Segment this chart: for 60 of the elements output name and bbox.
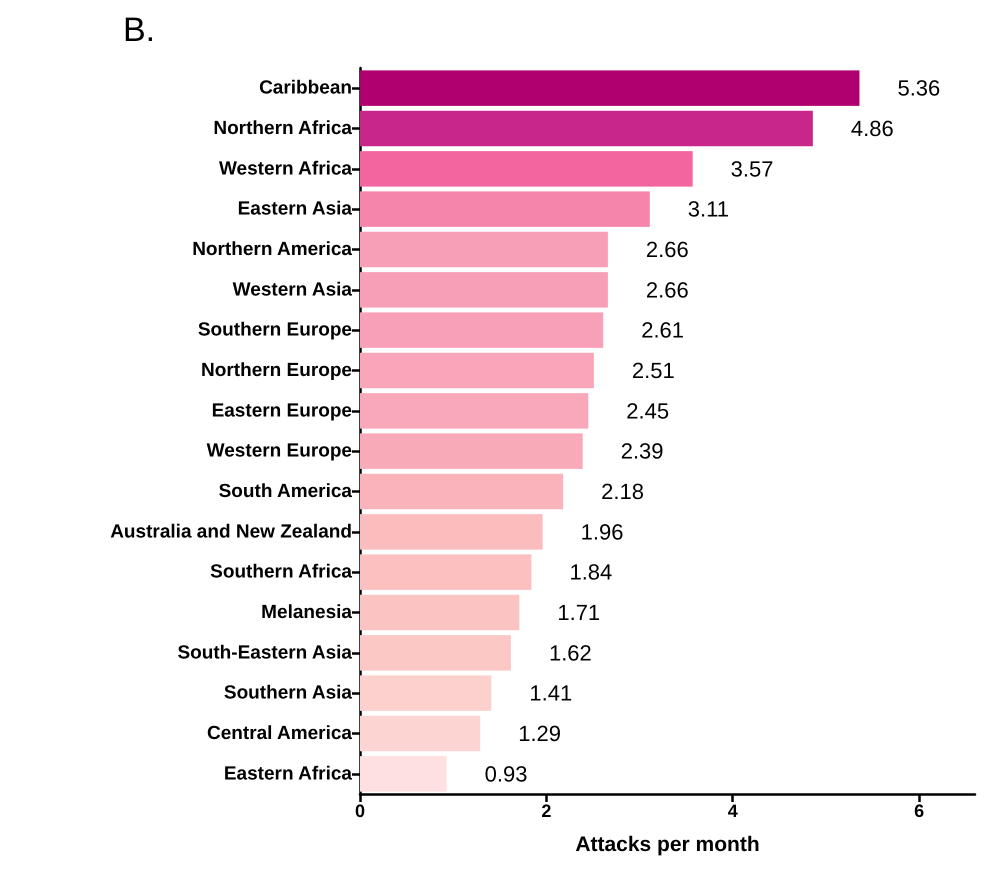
- data-label: 2.39: [620, 438, 664, 464]
- data-label: 2.45: [626, 398, 670, 424]
- y-tick-label: Eastern Asia: [238, 198, 352, 220]
- data-label: 2.18: [601, 479, 644, 504]
- y-tick-label: Caribbean: [259, 78, 352, 99]
- bar: [360, 272, 608, 308]
- bar: [360, 756, 447, 792]
- bar: [360, 191, 650, 227]
- y-tick-label: Western Asia: [232, 279, 352, 300]
- data-label: 2.51: [632, 358, 675, 383]
- bar: [360, 594, 520, 630]
- y-tick-label: Southern Europe: [198, 320, 352, 341]
- bar: [360, 110, 813, 146]
- bar: [360, 514, 543, 550]
- bar: [360, 474, 564, 510]
- data-label: 0.93: [484, 761, 528, 786]
- y-tick-label: Melanesia: [261, 602, 352, 623]
- data-label: 1.41: [529, 680, 572, 706]
- bar: [360, 393, 588, 429]
- data-label: 1.29: [518, 721, 562, 746]
- bar: [360, 716, 480, 752]
- bar: [360, 433, 583, 469]
- y-tick-label: South America: [218, 481, 352, 502]
- y-tick-label: Northern America: [192, 239, 352, 260]
- data-label: 5.36: [897, 76, 940, 101]
- bar: [360, 151, 693, 187]
- data-label: 3.57: [730, 156, 774, 182]
- bar: [360, 635, 511, 671]
- y-tick-label: Eastern Europe: [212, 400, 352, 422]
- bar: [360, 675, 492, 711]
- bar: [360, 232, 608, 268]
- y-tick-label: Northern Africa: [213, 118, 352, 139]
- x-tick-label: 6: [914, 801, 924, 821]
- x-tick-label: 4: [728, 801, 738, 821]
- bar: [360, 352, 594, 388]
- data-label: 3.11: [688, 196, 729, 222]
- y-tick-label: South-Eastern Asia: [177, 642, 352, 664]
- bar: [360, 554, 532, 590]
- data-label: 2.66: [646, 277, 689, 302]
- data-label: 1.96: [580, 519, 624, 544]
- bar: [360, 312, 604, 348]
- y-tick-label: Southern Asia: [224, 682, 352, 704]
- data-label: 1.62: [548, 640, 592, 666]
- x-axis-title: Attacks per month: [575, 833, 760, 856]
- y-tick-label: Western Europe: [206, 440, 352, 462]
- data-label: 1.71: [557, 600, 600, 625]
- x-tick-label: 0: [354, 801, 366, 821]
- y-tick-label: Northern Europe: [201, 360, 352, 381]
- y-tick-label: Eastern Africa: [224, 763, 352, 784]
- data-label: 1.84: [569, 560, 612, 585]
- x-tick-label: 2: [541, 801, 552, 821]
- chart-title: B.: [123, 11, 156, 49]
- data-label: 2.61: [641, 318, 684, 343]
- bar: [360, 70, 860, 106]
- data-label: 2.66: [646, 237, 689, 262]
- y-tick-label: Australia and New Zealand: [110, 521, 352, 542]
- y-tick-label: Central America: [206, 723, 352, 744]
- y-tick-label: Southern Africa: [210, 562, 352, 583]
- data-label: 4.86: [850, 116, 894, 141]
- y-tick-label: Western Africa: [218, 158, 352, 180]
